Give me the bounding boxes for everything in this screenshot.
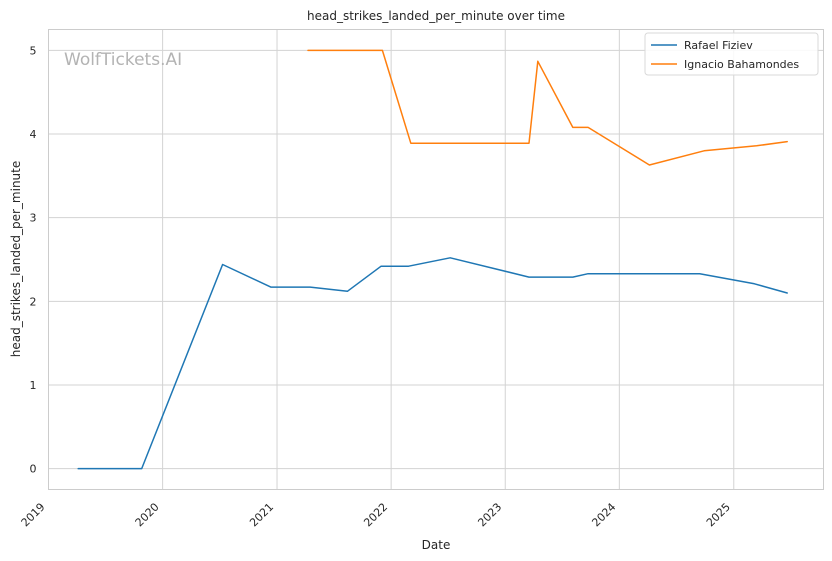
y-tick-label: 0 xyxy=(30,463,37,476)
y-tick-label: 5 xyxy=(30,44,37,57)
chart-title: head_strikes_landed_per_minute over time xyxy=(307,9,565,23)
y-tick-labels: 0 1 2 3 4 5 xyxy=(30,44,37,475)
series-lines xyxy=(77,49,788,470)
legend-box xyxy=(644,32,819,76)
y-tick-label: 1 xyxy=(30,379,37,392)
grid-lines xyxy=(48,29,824,490)
legend-label-ignacio-bahamondes: Ignacio Bahamondes xyxy=(684,58,799,71)
legend: Rafael Fiziev Ignacio Bahamondes xyxy=(644,32,819,76)
y-tick-label: 3 xyxy=(30,212,37,225)
x-tick-labels: 2019 2020 2021 2022 2023 2024 2025 xyxy=(19,500,733,529)
x-axis-title: Date xyxy=(422,538,451,552)
plot-frame xyxy=(48,29,824,490)
x-tick-label: 2022 xyxy=(361,500,390,529)
y-tick-label: 4 xyxy=(30,128,37,141)
legend-label-rafael-fiziev: Rafael Fiziev xyxy=(684,39,753,52)
x-tick-label: 2021 xyxy=(247,500,276,529)
x-tick-label: 2019 xyxy=(19,500,48,529)
series-line-ignacio-bahamondes xyxy=(307,49,788,166)
y-axis-title: head_strikes_landed_per_minute xyxy=(9,161,23,358)
series-line-rafael-fiziev xyxy=(77,257,788,470)
x-tick-label: 2020 xyxy=(133,500,162,529)
x-tick-label: 2024 xyxy=(589,500,618,529)
x-tick-label: 2025 xyxy=(704,500,733,529)
watermark: WolfTickets.AI xyxy=(64,50,182,70)
y-tick-label: 2 xyxy=(30,295,37,308)
x-tick-label: 2023 xyxy=(475,500,504,529)
